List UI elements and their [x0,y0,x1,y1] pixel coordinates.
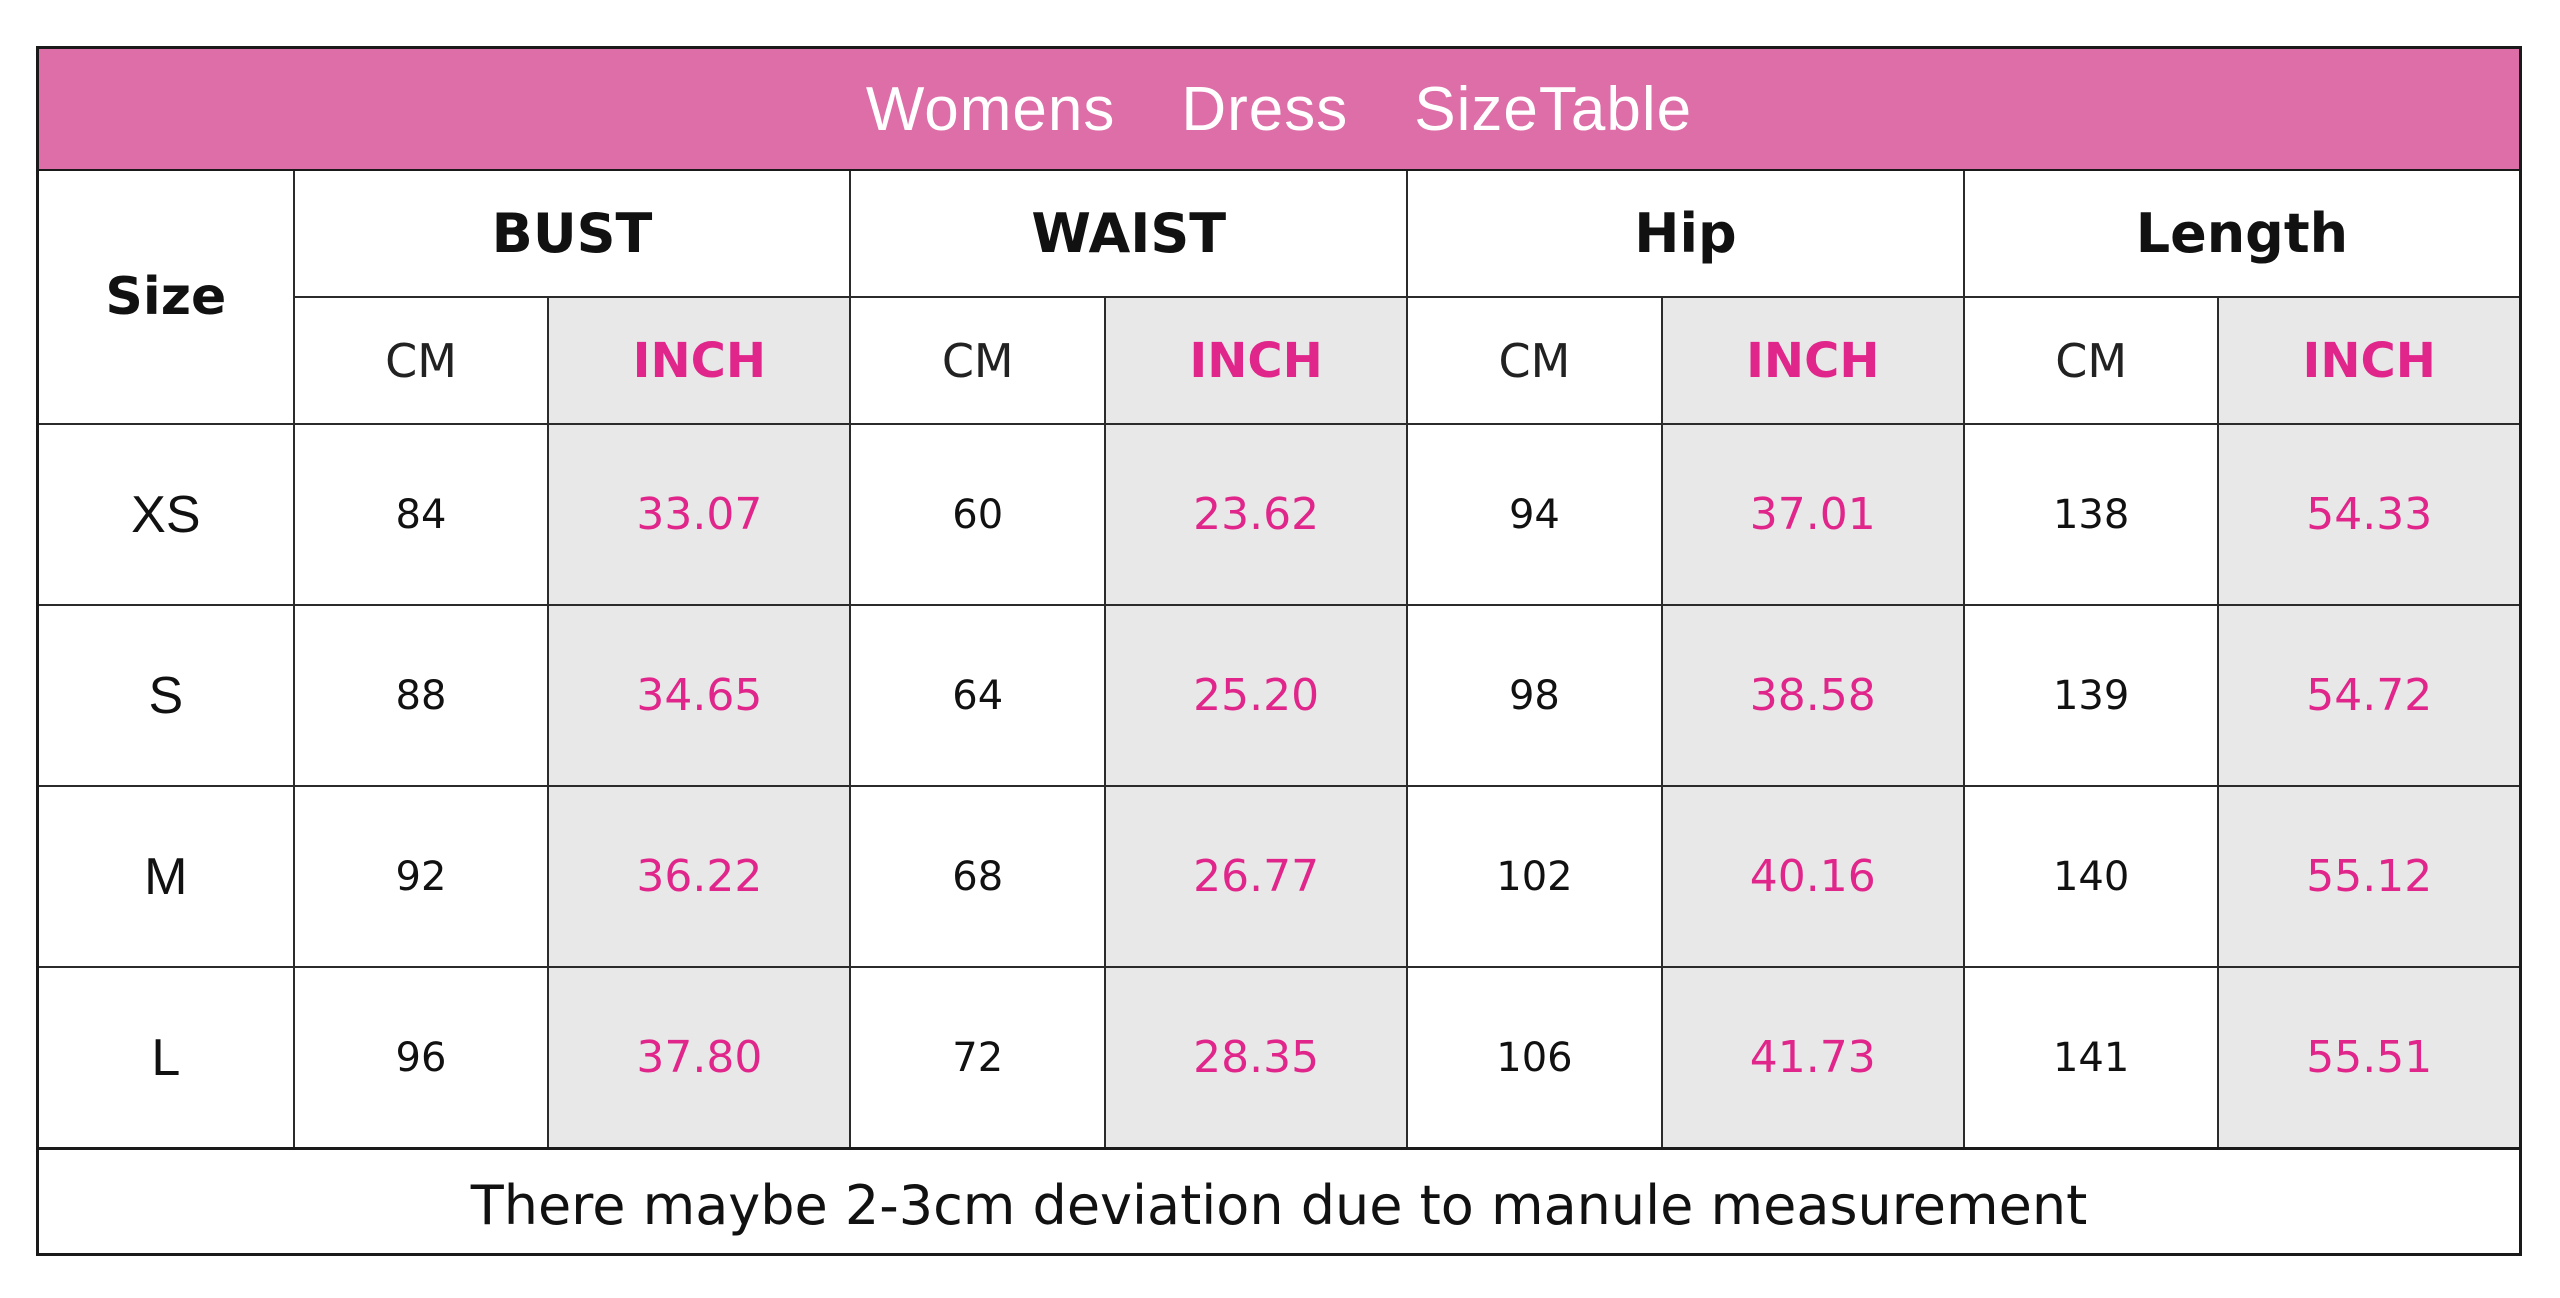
unit-header-cm: CM [1962,296,2220,425]
size-label: XS [39,423,295,606]
size-label: M [39,785,295,968]
bust-cm-cell: 96 [292,966,550,1147]
size-column-header: Size [39,171,295,425]
table-row-xs: XS 84 33.07 60 23.62 94 37.01 138 54.33 [39,423,2519,606]
unit-header-cm: CM [1406,296,1663,425]
waist-inch-cell: 25.20 [1104,604,1409,787]
table-row-m: M 92 36.22 68 26.77 102 40.16 140 55.12 [39,785,2519,968]
bust-inch-cell: 36.22 [547,785,852,968]
hip-inch-cell: 40.16 [1660,785,1965,968]
unit-header-cm: CM [293,296,550,425]
unit-header-inch: INCH [1104,296,1409,425]
group-header-length: Length [1962,171,2519,298]
group-header-row: Size BUST WAIST Hip Length [39,171,2519,425]
length-cm-cell: 138 [1962,423,2220,606]
hip-cm-cell: 98 [1406,604,1663,787]
title-word-womens: Womens [865,74,1116,144]
hip-inch-cell: 37.01 [1660,423,1965,606]
hip-cm-cell: 94 [1406,423,1663,606]
waist-cm-cell: 72 [849,966,1107,1147]
bust-inch-cell: 33.07 [547,423,852,606]
length-inch-cell: 54.33 [2217,423,2519,606]
table-row-s: S 88 34.65 64 25.20 98 38.58 139 54.72 [39,604,2519,787]
title-word-sizetable: SizeTable [1414,74,1693,144]
size-chart: Womens Dress SizeTable Size BUST WAIST H… [36,46,2522,1256]
waist-inch-cell: 28.35 [1104,966,1409,1147]
group-header-hip: Hip [1406,171,1965,298]
bust-cm-cell: 92 [292,785,550,968]
length-cm-cell: 141 [1962,966,2220,1147]
length-cm-cell: 139 [1962,604,2220,787]
table-row-l: L 96 37.80 72 28.35 106 41.73 141 55.51 [39,966,2519,1147]
hip-cm-cell: 102 [1406,785,1663,968]
unit-header-row: CM INCH CM INCH CM INCH CM INCH [39,296,2519,425]
waist-cm-cell: 64 [849,604,1107,787]
title-bar: Womens Dress SizeTable [39,49,2519,171]
size-label: S [39,604,295,787]
bust-cm-cell: 84 [292,423,550,606]
bust-inch-cell: 37.80 [547,966,852,1147]
waist-cm-cell: 68 [849,785,1107,968]
hip-inch-cell: 38.58 [1660,604,1965,787]
length-inch-cell: 54.72 [2217,604,2519,787]
unit-header-inch: INCH [547,296,852,425]
hip-cm-cell: 106 [1406,966,1663,1147]
size-label: L [39,966,295,1147]
group-header-bust: BUST [292,171,852,298]
bust-inch-cell: 34.65 [547,604,852,787]
title-word-dress: Dress [1181,74,1349,144]
unit-header-inch: INCH [2217,296,2519,425]
waist-inch-cell: 26.77 [1104,785,1409,968]
hip-inch-cell: 41.73 [1660,966,1965,1147]
unit-header-inch: INCH [1660,296,1965,425]
length-inch-cell: 55.51 [2217,966,2519,1147]
length-cm-cell: 140 [1962,785,2220,968]
bust-cm-cell: 88 [292,604,550,787]
waist-inch-cell: 23.62 [1104,423,1409,606]
group-header-waist: WAIST [849,171,1409,298]
length-inch-cell: 55.12 [2217,785,2519,968]
unit-header-cm: CM [849,296,1107,425]
waist-cm-cell: 60 [849,423,1107,606]
measurement-deviation-note: There maybe 2-3cm deviation due to manul… [39,1147,2519,1260]
size-table: Size BUST WAIST Hip Length CM INCH CM IN… [39,171,2519,1147]
